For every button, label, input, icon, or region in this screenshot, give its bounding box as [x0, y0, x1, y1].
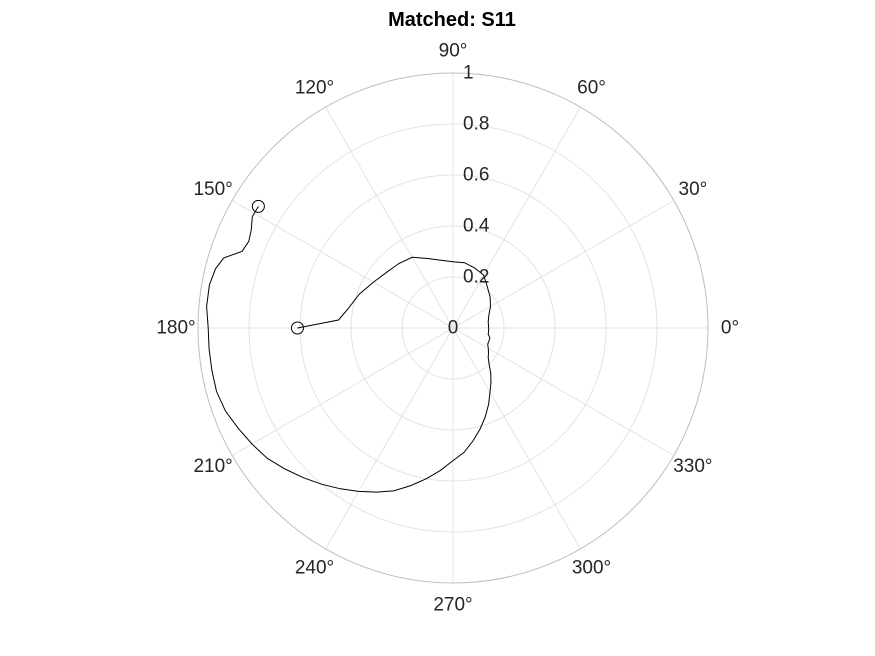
series-layer — [206, 199, 492, 493]
chart-title: Matched: S11 — [388, 9, 516, 31]
grid-circle-0.8 — [248, 123, 658, 533]
spoke-line-30 — [452, 200, 675, 329]
spoke-line-210 — [231, 327, 454, 456]
grid-circle-0.4 — [350, 225, 556, 431]
spoke-line-300 — [452, 327, 581, 550]
radius-tick-label: 1 — [463, 63, 474, 84]
theta-tick-label: 120° — [295, 78, 334, 99]
spoke-line-150 — [231, 200, 454, 329]
theta-tick-label: 180° — [156, 318, 195, 339]
theta-tick-labels: 0° 30° 60° 90° 120° 150° 180° 210° 240° 270° 300° 3… — [156, 41, 739, 616]
outer-ring — [197, 72, 709, 584]
spoke-line-60 — [452, 106, 581, 329]
series-line — [206, 206, 492, 493]
spoke-line-330 — [452, 327, 675, 456]
radius-tick-labels: 0 0.2 0.4 0.6 0.8 1 — [448, 63, 490, 339]
radius-tick-label: 0.2 — [463, 267, 489, 288]
theta-tick-label: 330° — [673, 456, 712, 477]
data-point-marker — [290, 321, 304, 335]
radius-tick-label: 0.6 — [463, 165, 489, 186]
theta-tick-label: 270° — [433, 595, 472, 616]
theta-tick-label: 90° — [439, 41, 468, 62]
radius-tick-label: 0.8 — [463, 114, 489, 135]
theta-tick-label: 240° — [295, 557, 334, 578]
theta-tick-label: 300° — [572, 557, 611, 578]
data-point-marker — [251, 199, 265, 213]
theta-tick-label: 30° — [679, 179, 708, 200]
spoke-line-120 — [325, 106, 454, 329]
theta-tick-label: 210° — [193, 456, 232, 477]
grid-circle-0.2 — [401, 276, 505, 380]
theta-tick-label: 150° — [193, 179, 232, 200]
radius-tick-label: 0 — [448, 318, 459, 339]
spoke-line-240 — [325, 327, 454, 550]
theta-tick-label: 60° — [577, 78, 606, 99]
radius-tick-label: 0.4 — [463, 216, 490, 237]
polar-grid — [197, 72, 709, 584]
theta-tick-label: 0° — [721, 318, 739, 339]
